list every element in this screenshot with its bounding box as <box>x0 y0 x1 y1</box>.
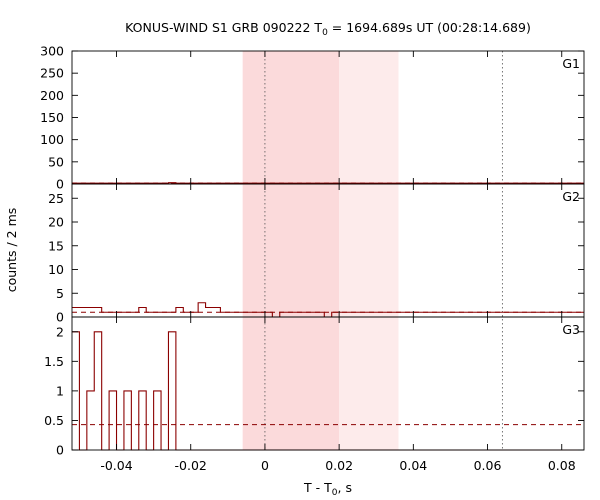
y-axis-label: counts / 2 ms <box>4 208 19 293</box>
panel-frames <box>71 50 585 451</box>
ytick-label-g2-1: 5 <box>56 286 64 301</box>
ytick-label-g2-5: 25 <box>48 191 64 206</box>
ytick-label-g1-0: 0 <box>56 177 64 192</box>
panel-frame-g3 <box>71 316 585 451</box>
shading-layer <box>242 51 399 450</box>
series-g2 <box>72 302 584 318</box>
shaded-region-2 <box>339 51 399 450</box>
vertical-marker-lines <box>264 51 503 450</box>
ytick-label-g3-1: 0.5 <box>44 413 64 428</box>
ytick-label-g3-0: 0 <box>56 443 64 458</box>
ytick-label-g1-4: 200 <box>40 88 64 103</box>
ytick-label-g1-6: 300 <box>40 44 64 59</box>
ytick-label-g1-5: 250 <box>40 66 64 81</box>
shaded-region-1 <box>242 51 340 450</box>
xtick-label-6: 0.08 <box>548 458 576 473</box>
ytick-label-g3-4: 2 <box>56 324 64 339</box>
chart-title: KONUS-WIND S1 GRB 090222 T0 = 1694.689s … <box>125 20 531 38</box>
ytick-label-g1-2: 100 <box>40 132 64 147</box>
ytick-label-g1-3: 150 <box>40 110 64 125</box>
x-axis-label: T - T0, s <box>303 480 352 498</box>
panel-label-g2: G2 <box>562 189 580 204</box>
xtick-label-0: -0.04 <box>100 458 132 473</box>
panel-label-g1: G1 <box>562 56 580 71</box>
ytick-label-g3-2: 1 <box>56 383 64 398</box>
x-axis-ticks: -0.04 -0.02 0 0.02 0.04 0.06 0.08 <box>100 458 575 473</box>
panel-labels: G1 G2 G3 <box>562 56 580 337</box>
xtick-label-4: 0.04 <box>399 458 427 473</box>
ytick-label-g3-3: 1.5 <box>44 354 64 369</box>
ytick-label-g2-4: 20 <box>48 215 64 230</box>
xtick-label-5: 0.06 <box>474 458 502 473</box>
panel-label-g3: G3 <box>562 322 580 337</box>
xtick-label-3: 0.02 <box>325 458 353 473</box>
xtick-label-2: 0 <box>261 458 269 473</box>
ytick-label-g2-3: 15 <box>48 238 64 253</box>
ytick-label-g2-0: 0 <box>56 310 64 325</box>
xtick-label-1: -0.02 <box>175 458 207 473</box>
ytick-label-g1-1: 50 <box>48 154 64 169</box>
ytick-label-g2-2: 10 <box>48 262 64 277</box>
